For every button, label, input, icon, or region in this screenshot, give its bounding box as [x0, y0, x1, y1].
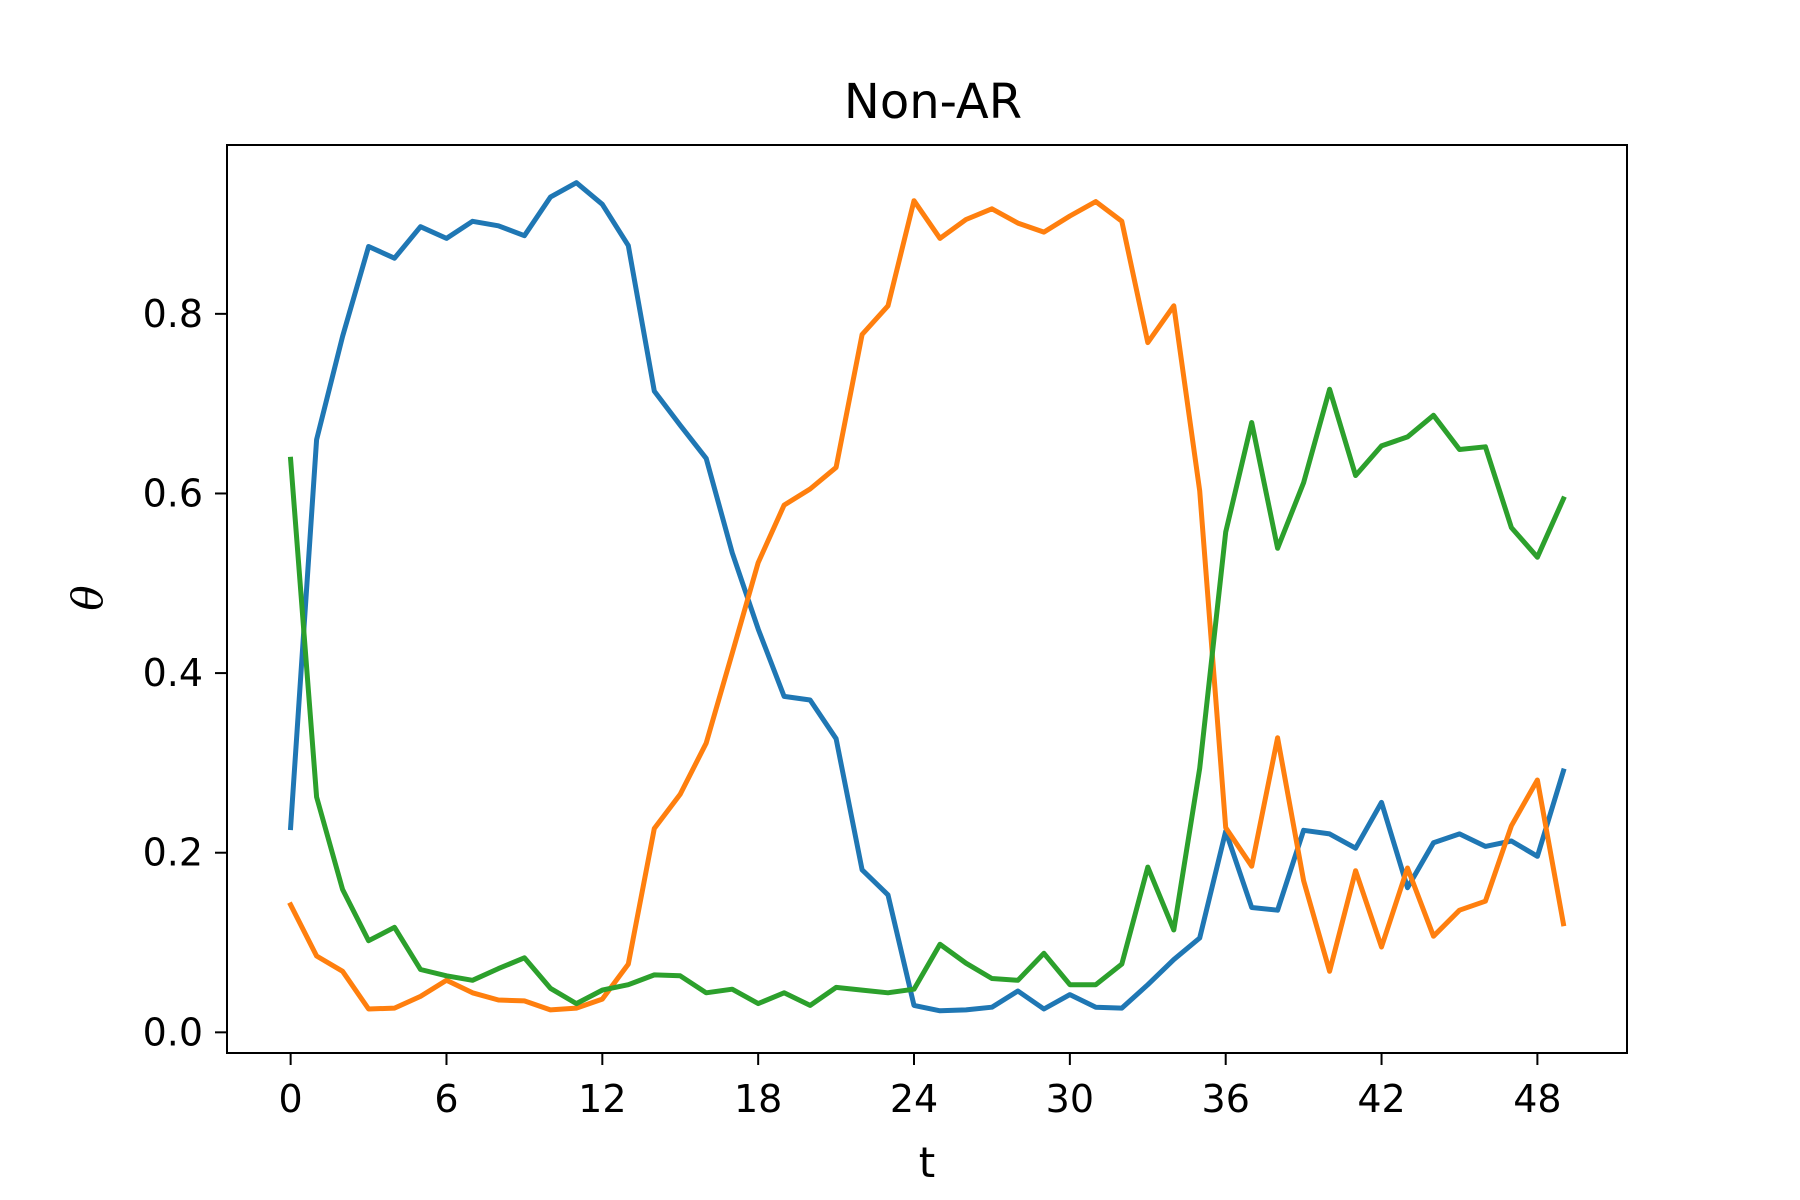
y-axis: 0.0 0.2 0.4 0.6 0.8	[143, 292, 227, 1054]
x-tick-label: 12	[578, 1077, 626, 1121]
x-tick-label: 18	[734, 1077, 782, 1121]
y-tick-label: 0.6	[143, 471, 203, 515]
x-tick-label: 0	[279, 1077, 303, 1121]
x-tick-label: 6	[434, 1077, 458, 1121]
x-tick-label: 36	[1202, 1077, 1250, 1121]
y-tick-label: 0.0	[143, 1010, 203, 1054]
x-tick-label: 48	[1513, 1077, 1561, 1121]
series-layer	[287, 180, 1567, 1014]
plot-frame	[226, 144, 1628, 1054]
series-line-2	[287, 198, 1567, 1013]
y-tick-label: 0.8	[143, 292, 203, 336]
series-line-3	[287, 386, 1567, 1008]
x-tick-label: 24	[890, 1077, 938, 1121]
y-axis-label: θ	[63, 585, 112, 610]
x-tick-label: 30	[1046, 1077, 1094, 1121]
y-tick-label: 0.2	[143, 831, 203, 875]
chart-title: Non-AR	[844, 74, 1022, 130]
x-tick-label: 42	[1357, 1077, 1405, 1121]
x-axis: 0 6 12 18 24 30 36 42 48	[279, 1053, 1562, 1121]
x-axis-label: t	[919, 1138, 935, 1187]
series-line-1	[287, 180, 1567, 1014]
y-tick-label: 0.4	[143, 651, 203, 695]
